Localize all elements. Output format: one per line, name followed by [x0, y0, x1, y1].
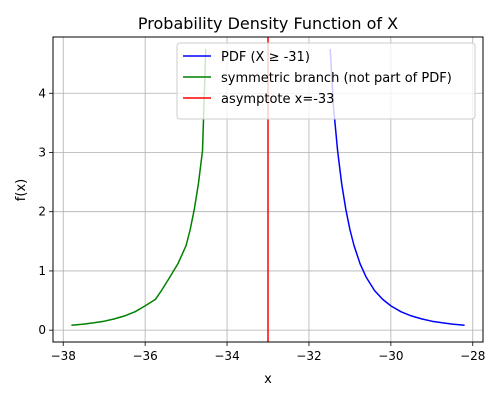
legend-entry-symmetric-branch: symmetric branch (not part of PDF) [221, 71, 452, 86]
y-tick-label: 2 [38, 205, 46, 219]
chart-title: Probability Density Function of X [138, 14, 398, 33]
symmetric-branch-line [71, 48, 207, 327]
legend-entry-pdf: PDF (X ≥ -31) [221, 50, 310, 65]
axis-ticks: −38 −36 −34 −32 −30 −28 0 1 2 3 4 [38, 86, 485, 363]
x-tick-label: −30 [378, 349, 403, 363]
y-axis-label: f(x) [14, 179, 29, 201]
pdf-line [329, 48, 465, 327]
x-tick-label: −38 [51, 349, 76, 363]
plot-frame [52, 36, 484, 343]
x-tick-label: −28 [460, 349, 485, 363]
x-tick-label: −32 [296, 349, 321, 363]
legend-entry-asymptote: asymptote x=-33 [221, 92, 334, 107]
x-tick-label: −34 [214, 349, 239, 363]
legend: PDF (X ≥ -31) symmetric branch (not part … [176, 42, 476, 120]
x-axis-label: x [264, 372, 272, 387]
x-tick-label: −36 [132, 349, 157, 363]
y-tick-label: 0 [38, 323, 46, 337]
y-tick-label: 3 [38, 145, 46, 159]
legend-box [176, 42, 476, 120]
y-tick-label: 4 [38, 86, 46, 100]
y-tick-label: 1 [38, 264, 46, 278]
